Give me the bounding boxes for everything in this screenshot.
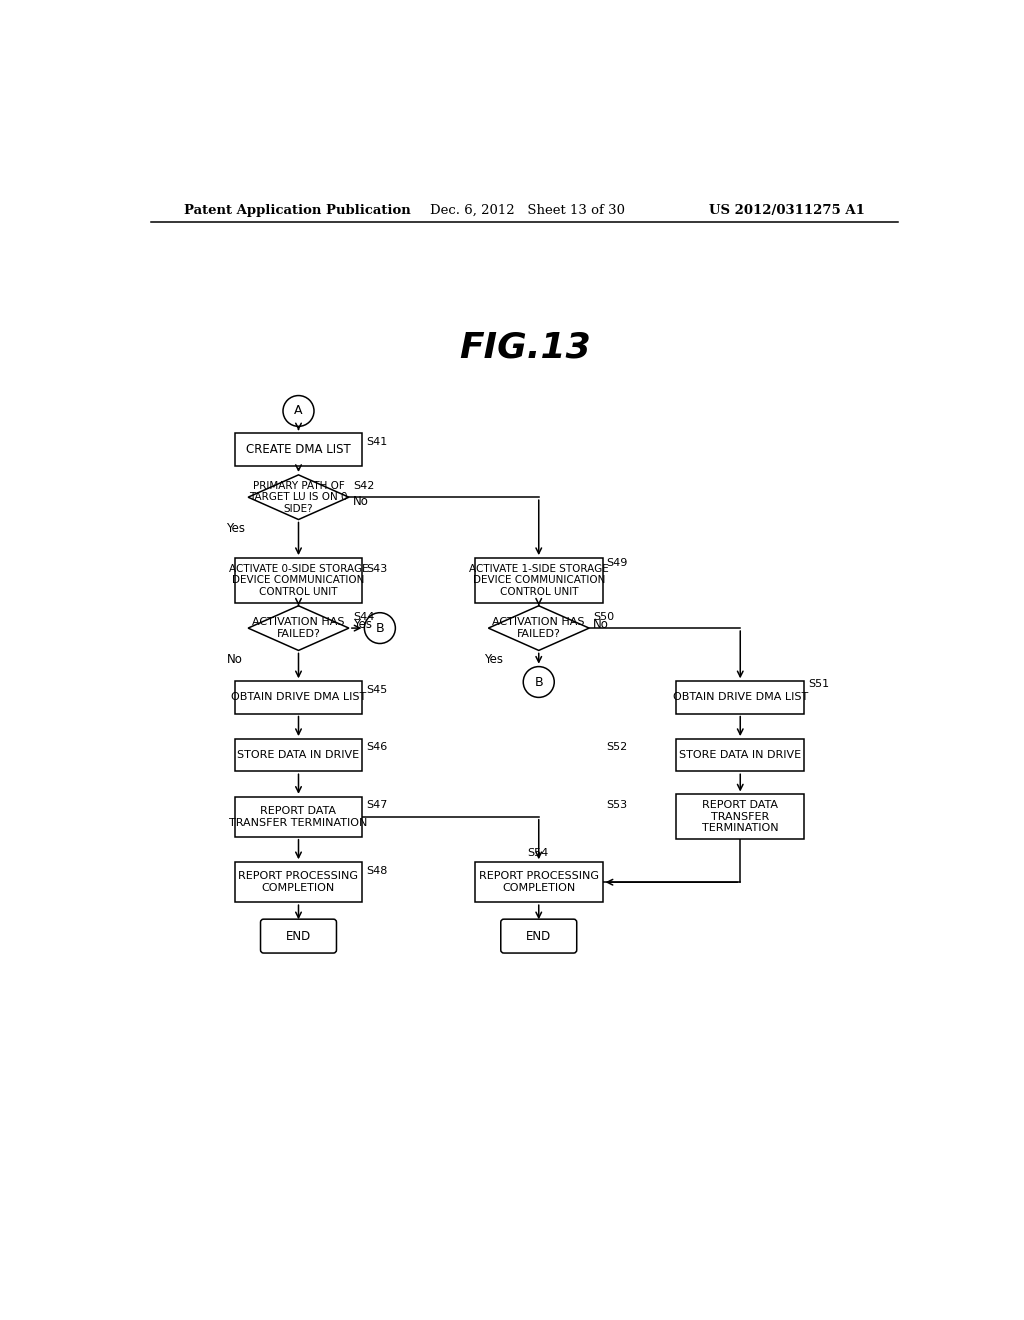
FancyBboxPatch shape [475, 558, 603, 603]
Text: A: A [294, 404, 303, 417]
FancyBboxPatch shape [475, 862, 603, 903]
Text: REPORT DATA
TRANSFER
TERMINATION: REPORT DATA TRANSFER TERMINATION [701, 800, 778, 833]
Polygon shape [488, 606, 589, 651]
Text: S43: S43 [367, 564, 387, 574]
Text: S44: S44 [352, 611, 374, 622]
Text: S49: S49 [606, 558, 628, 569]
Text: No: No [593, 618, 609, 631]
Text: Yes: Yes [484, 653, 504, 667]
Text: US 2012/0311275 A1: US 2012/0311275 A1 [710, 205, 865, 218]
Text: REPORT DATA
TRANSFER TERMINATION: REPORT DATA TRANSFER TERMINATION [229, 807, 368, 828]
Text: S47: S47 [367, 800, 388, 810]
Text: S52: S52 [606, 742, 628, 752]
FancyBboxPatch shape [676, 681, 804, 714]
Text: S48: S48 [367, 866, 388, 875]
Text: OBTAIN DRIVE DMA LIST: OBTAIN DRIVE DMA LIST [673, 693, 808, 702]
Text: STORE DATA IN DRIVE: STORE DATA IN DRIVE [238, 750, 359, 760]
Polygon shape [248, 606, 349, 651]
Circle shape [365, 612, 395, 644]
Circle shape [283, 396, 314, 426]
Text: ACTIVATION HAS
FAILED?: ACTIVATION HAS FAILED? [493, 618, 585, 639]
Text: REPORT PROCESSING
COMPLETION: REPORT PROCESSING COMPLETION [479, 871, 599, 894]
Text: END: END [286, 929, 311, 942]
Text: S50: S50 [593, 611, 614, 622]
Text: S42: S42 [352, 480, 374, 491]
Text: ACTIVATE 0-SIDE STORAGE
DEVICE COMMUNICATION
CONTROL UNIT: ACTIVATE 0-SIDE STORAGE DEVICE COMMUNICA… [228, 564, 369, 597]
FancyBboxPatch shape [501, 919, 577, 953]
FancyBboxPatch shape [234, 797, 362, 837]
Text: Yes: Yes [226, 523, 246, 536]
Text: PRIMARY PATH OF
TARGET LU IS ON 0
SIDE?: PRIMARY PATH OF TARGET LU IS ON 0 SIDE? [249, 480, 348, 513]
FancyBboxPatch shape [234, 681, 362, 714]
Text: S46: S46 [367, 742, 387, 752]
Text: ACTIVATION HAS
FAILED?: ACTIVATION HAS FAILED? [252, 618, 345, 639]
FancyBboxPatch shape [260, 919, 337, 953]
Text: S54: S54 [527, 847, 549, 858]
Text: S41: S41 [367, 437, 387, 446]
Circle shape [523, 667, 554, 697]
Text: B: B [535, 676, 543, 689]
Text: S51: S51 [808, 678, 829, 689]
Text: FIG.13: FIG.13 [459, 330, 591, 364]
FancyBboxPatch shape [676, 739, 804, 771]
FancyBboxPatch shape [234, 862, 362, 903]
Polygon shape [248, 475, 349, 520]
Text: Patent Application Publication: Patent Application Publication [183, 205, 411, 218]
FancyBboxPatch shape [234, 433, 362, 466]
Text: No: No [226, 653, 243, 667]
Text: OBTAIN DRIVE DMA LIST: OBTAIN DRIVE DMA LIST [230, 693, 367, 702]
Text: Dec. 6, 2012   Sheet 13 of 30: Dec. 6, 2012 Sheet 13 of 30 [430, 205, 626, 218]
Text: CREATE DMA LIST: CREATE DMA LIST [246, 444, 351, 455]
Text: REPORT PROCESSING
COMPLETION: REPORT PROCESSING COMPLETION [239, 871, 358, 894]
FancyBboxPatch shape [234, 558, 362, 603]
FancyBboxPatch shape [234, 739, 362, 771]
Text: END: END [526, 929, 551, 942]
Text: STORE DATA IN DRIVE: STORE DATA IN DRIVE [679, 750, 802, 760]
FancyBboxPatch shape [676, 795, 804, 840]
Text: S45: S45 [367, 685, 387, 694]
Text: S53: S53 [606, 800, 628, 810]
Text: ACTIVATE 1-SIDE STORAGE
DEVICE COMMUNICATION
CONTROL UNIT: ACTIVATE 1-SIDE STORAGE DEVICE COMMUNICA… [469, 564, 608, 597]
Text: No: No [352, 495, 369, 508]
Text: B: B [376, 622, 384, 635]
Text: Yes: Yes [352, 618, 372, 631]
